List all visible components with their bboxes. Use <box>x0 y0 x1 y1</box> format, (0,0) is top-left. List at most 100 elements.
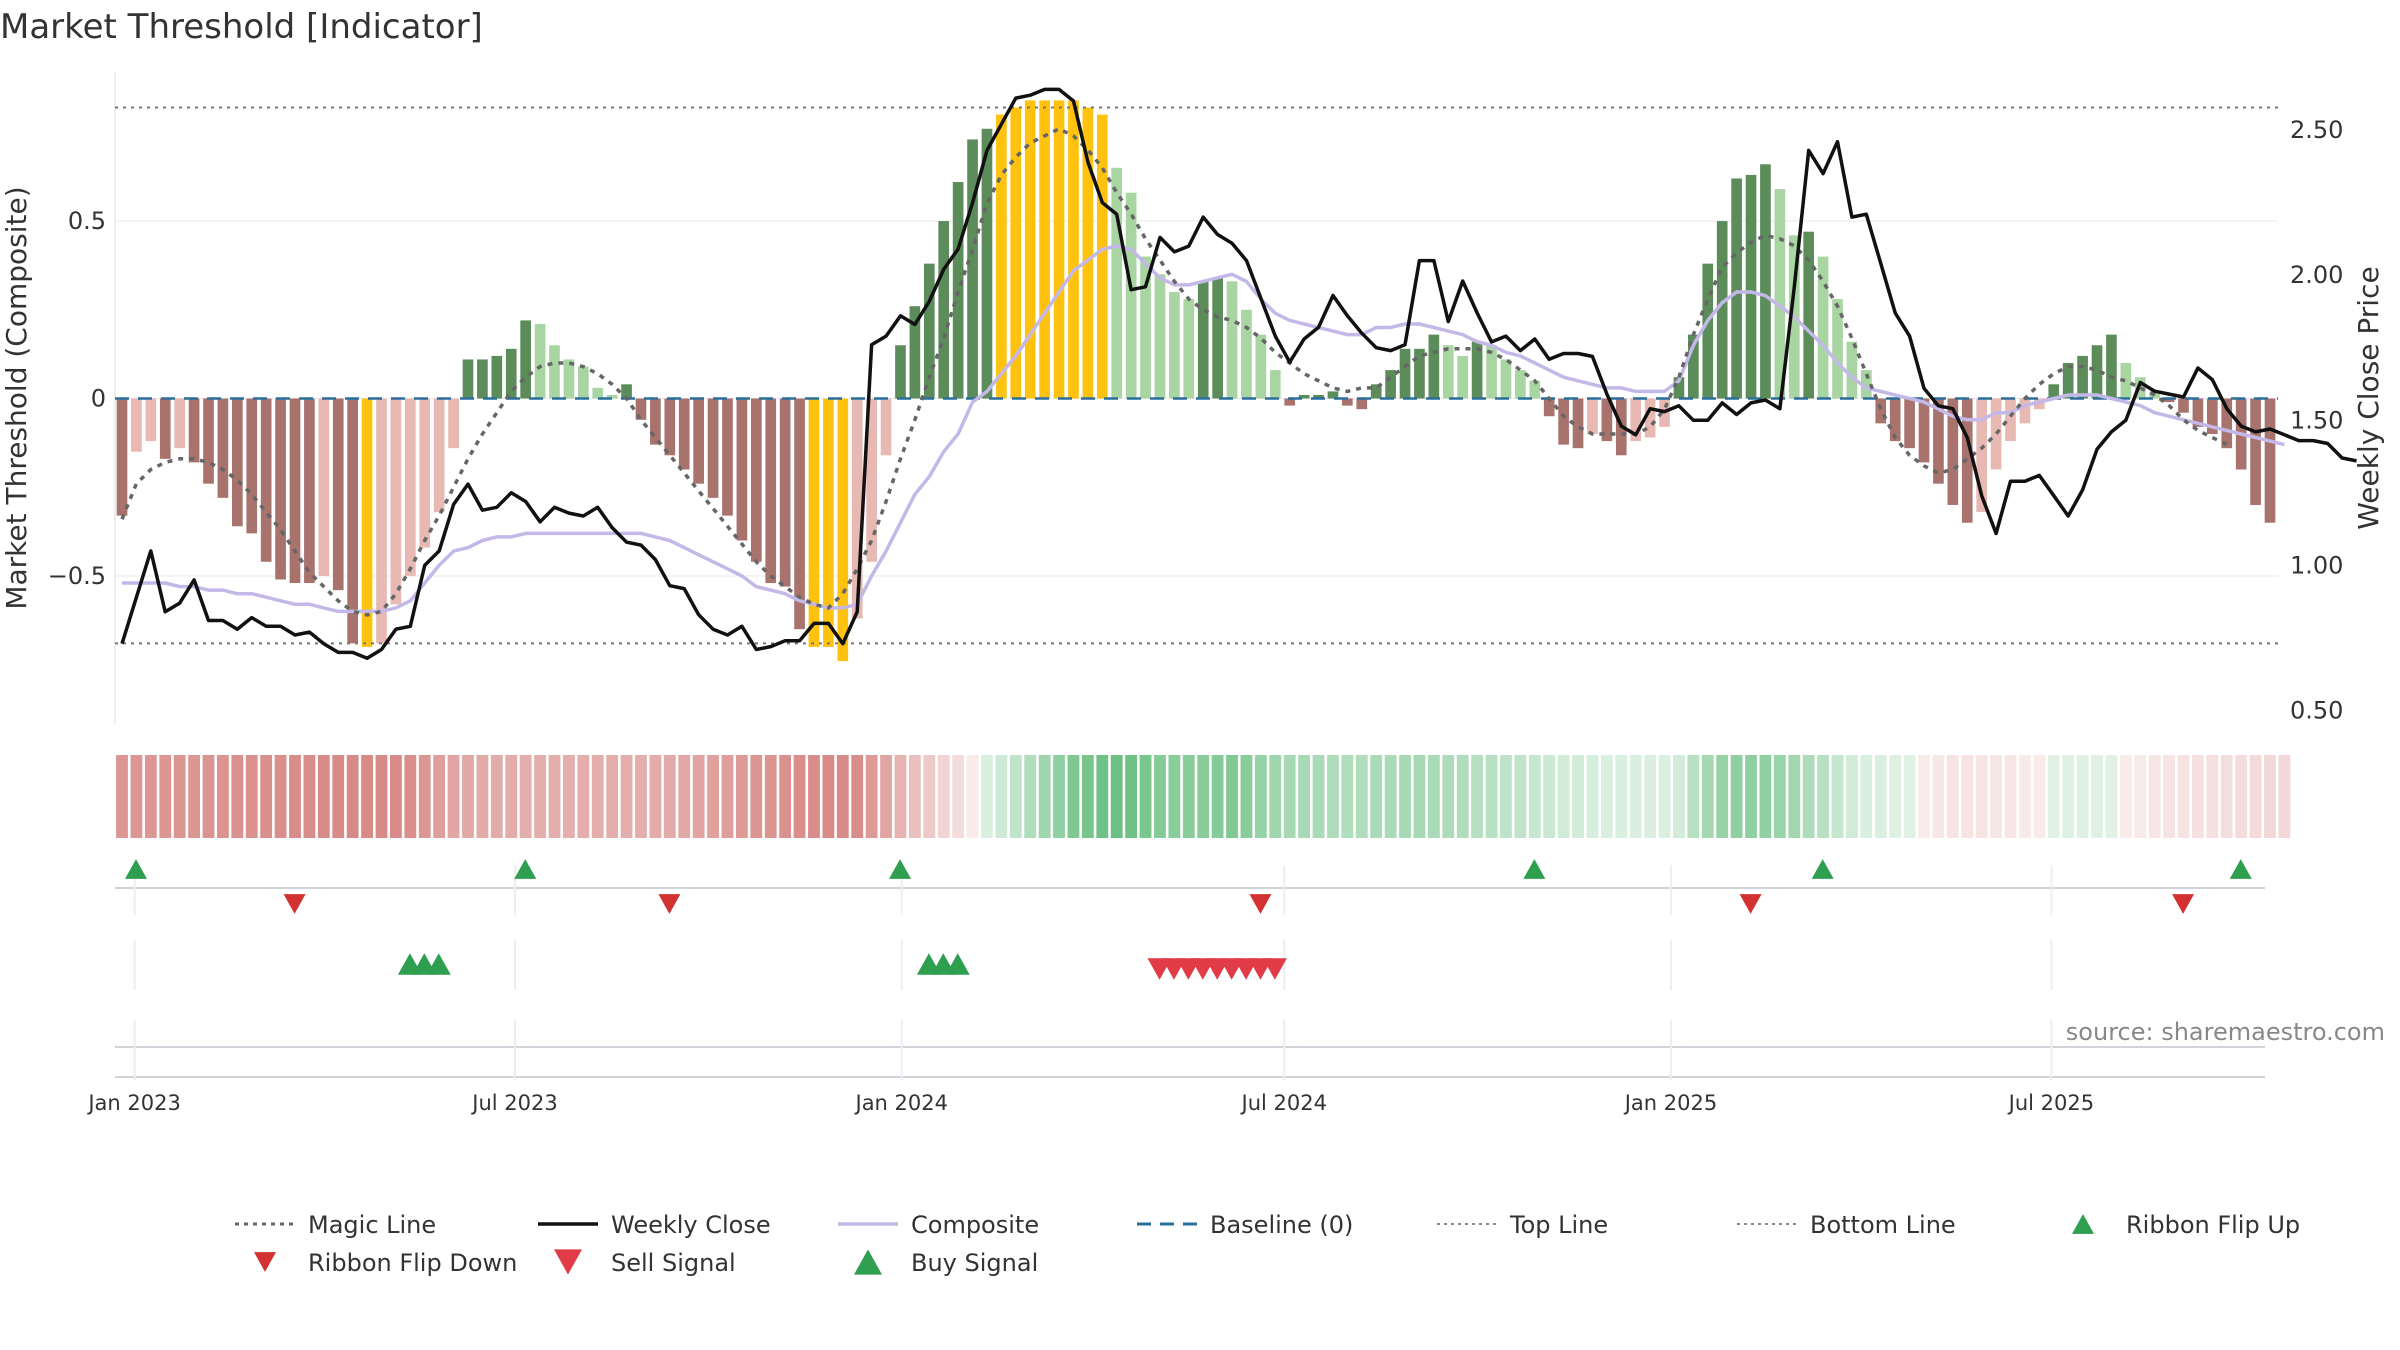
ribbon-cell <box>952 755 965 838</box>
composite-bar <box>1861 370 1872 399</box>
legend-item: Weekly Close <box>538 1211 771 1239</box>
composite-bar <box>895 345 906 399</box>
composite-bar <box>217 398 229 498</box>
composite-bar <box>2048 384 2060 399</box>
composite-bar <box>1125 192 1137 399</box>
ribbon-cell <box>2264 755 2276 838</box>
composite-bar <box>2034 398 2045 410</box>
ribbon-cell <box>1254 755 1267 838</box>
ribbon-cell <box>1528 755 1541 838</box>
ribbon-cell <box>2033 755 2046 838</box>
ribbon-cell <box>1298 755 1311 838</box>
composite-bar <box>2062 363 2074 399</box>
composite-bar <box>347 398 358 644</box>
ribbon-cell <box>1687 755 1700 838</box>
ribbon-cell <box>923 755 936 838</box>
ribbon-cell <box>1629 755 1642 838</box>
ribbon-cell <box>692 755 705 838</box>
composite-bar <box>678 398 690 470</box>
composite-bar <box>549 345 560 399</box>
composite-bar <box>1327 391 1339 399</box>
ribbon-cell <box>937 755 950 838</box>
ribbon-cell <box>1269 755 1282 838</box>
composite-bar <box>1356 398 1368 410</box>
ribbon-cell <box>217 755 229 838</box>
right-tick-label: 0.50 <box>2290 696 2343 724</box>
ribbon-cell <box>966 755 979 838</box>
legend-label: Ribbon Flip Down <box>308 1249 517 1277</box>
composite-bar <box>2106 334 2117 399</box>
legend-swatch-marker <box>254 1252 276 1272</box>
composite-bar <box>851 398 863 619</box>
composite-bar <box>1169 292 1180 399</box>
composite-bar <box>2077 355 2088 399</box>
ribbon-cell <box>1716 755 1729 838</box>
composite-bar <box>866 398 877 562</box>
ribbon-cell <box>1961 755 1974 838</box>
ribbon-cell <box>476 755 489 838</box>
composite-bar <box>1255 334 1267 399</box>
composite-bar <box>592 387 604 399</box>
ribbon-cell <box>490 755 503 838</box>
composite-bar <box>174 398 185 449</box>
composite-bar <box>1298 394 1310 399</box>
ribbon-cell <box>2004 755 2017 838</box>
x-tick-label: Jan 2025 <box>1623 1091 1718 1115</box>
composite-bar <box>231 398 243 527</box>
composite-bar <box>1471 341 1483 399</box>
composite-bar <box>419 398 431 548</box>
composite-bar <box>1601 398 1613 442</box>
legend-swatch-marker <box>554 1249 582 1275</box>
ribbon-cell <box>649 755 662 838</box>
flip-down-marker <box>1739 894 1762 914</box>
right-tick-label: 1.00 <box>2290 551 2343 579</box>
flip-up-marker <box>889 859 912 879</box>
legend-item: Buy Signal <box>854 1249 1038 1277</box>
composite-bar <box>1183 299 1195 399</box>
ribbon-cell <box>2163 755 2175 838</box>
ribbon-cell <box>851 755 864 838</box>
ribbon-cell <box>289 755 301 838</box>
ribbon-cell <box>534 755 546 838</box>
flip-up-marker <box>514 859 537 879</box>
composite-bar <box>116 398 128 516</box>
ribbon-cell <box>865 755 878 838</box>
ribbon-cell <box>1211 755 1224 838</box>
flip-down-marker <box>283 894 306 914</box>
buy-signal-marker <box>945 953 970 975</box>
flip-up-marker <box>125 859 147 879</box>
composite-bar <box>1284 398 1296 406</box>
ribbon-cell <box>1456 755 1469 838</box>
composite-bar <box>1197 281 1209 399</box>
x-tick-label: Jul 2024 <box>1240 1091 1327 1115</box>
ribbon-cell <box>1096 755 1109 838</box>
ribbon-cell <box>1932 755 1945 838</box>
flip-down-marker <box>1249 894 1272 914</box>
composite-bar <box>1745 174 1757 399</box>
composite-bar <box>1385 370 1396 399</box>
ribbon-cell <box>1889 755 1902 838</box>
composite-bar <box>448 398 459 449</box>
ribbon-cell <box>1413 755 1426 838</box>
ribbon-cell <box>1182 755 1195 838</box>
ribbon-strip <box>116 755 2291 838</box>
composite-bar <box>1760 164 1771 399</box>
composite-bar <box>1096 114 1108 399</box>
ribbon-cell <box>1874 755 1887 838</box>
legend-item: Magic Line <box>235 1211 436 1239</box>
ribbon-cell <box>995 755 1008 838</box>
ribbon-cell <box>346 755 359 838</box>
ribbon-cell <box>1067 755 1080 838</box>
composite-bar <box>1154 274 1166 399</box>
ribbon-cell <box>1557 755 1570 838</box>
ribbon-cell <box>908 755 921 838</box>
ribbon-cell <box>663 755 676 838</box>
legend-item: Ribbon Flip Down <box>254 1249 517 1277</box>
composite-bar <box>1587 398 1598 434</box>
composite-bar <box>577 366 589 399</box>
left-tick-label: 0 <box>91 385 106 413</box>
composite-bar <box>2120 363 2132 399</box>
composite-bar <box>650 398 661 445</box>
ribbon-cell <box>433 755 446 838</box>
ribbon-cell <box>1240 755 1253 838</box>
